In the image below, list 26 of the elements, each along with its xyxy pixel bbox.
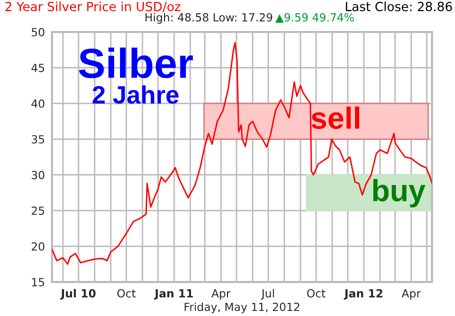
y-tick-label: 45 bbox=[31, 64, 44, 72]
x-tick-label: Apr bbox=[211, 289, 231, 300]
chart-title: 2 Year Silver Price in USD/oz bbox=[5, 2, 180, 12]
band-label: buy bbox=[373, 179, 426, 208]
line-series bbox=[52, 42, 432, 265]
y-tick-label: 25 bbox=[32, 206, 44, 215]
x-axis-title: Friday, May 11, 2012 bbox=[184, 302, 300, 314]
y-tick-label: 15 bbox=[32, 278, 44, 286]
x-tick-label: Jul 10 bbox=[60, 288, 96, 300]
y-tick-label: 40 bbox=[31, 99, 44, 108]
x-tick-label: Oct bbox=[117, 289, 136, 298]
x-tick-label: Jan 11 bbox=[154, 289, 193, 300]
text: Last Close: 28.86 bbox=[346, 2, 452, 12]
annotation: Silber bbox=[78, 48, 193, 78]
y-tick-label: 50 bbox=[32, 28, 44, 36]
annotation: 2 Jahre bbox=[92, 85, 179, 104]
text: ▲9.59 49.74% bbox=[275, 13, 354, 23]
x-tick-label: Jul bbox=[260, 288, 274, 300]
x-tick-label: Apr bbox=[402, 289, 421, 300]
y-tick-label: 35 bbox=[32, 135, 44, 144]
y-tick-label: 30 bbox=[32, 170, 44, 180]
x-tick-label: Jan 12 bbox=[344, 289, 382, 300]
band-label: sell bbox=[311, 106, 360, 129]
chart-subtitle: High: 48.58 Low: 17.29 bbox=[146, 12, 272, 24]
y-tick-label: 20 bbox=[32, 242, 44, 251]
x-tick-label: Oct bbox=[307, 289, 326, 298]
